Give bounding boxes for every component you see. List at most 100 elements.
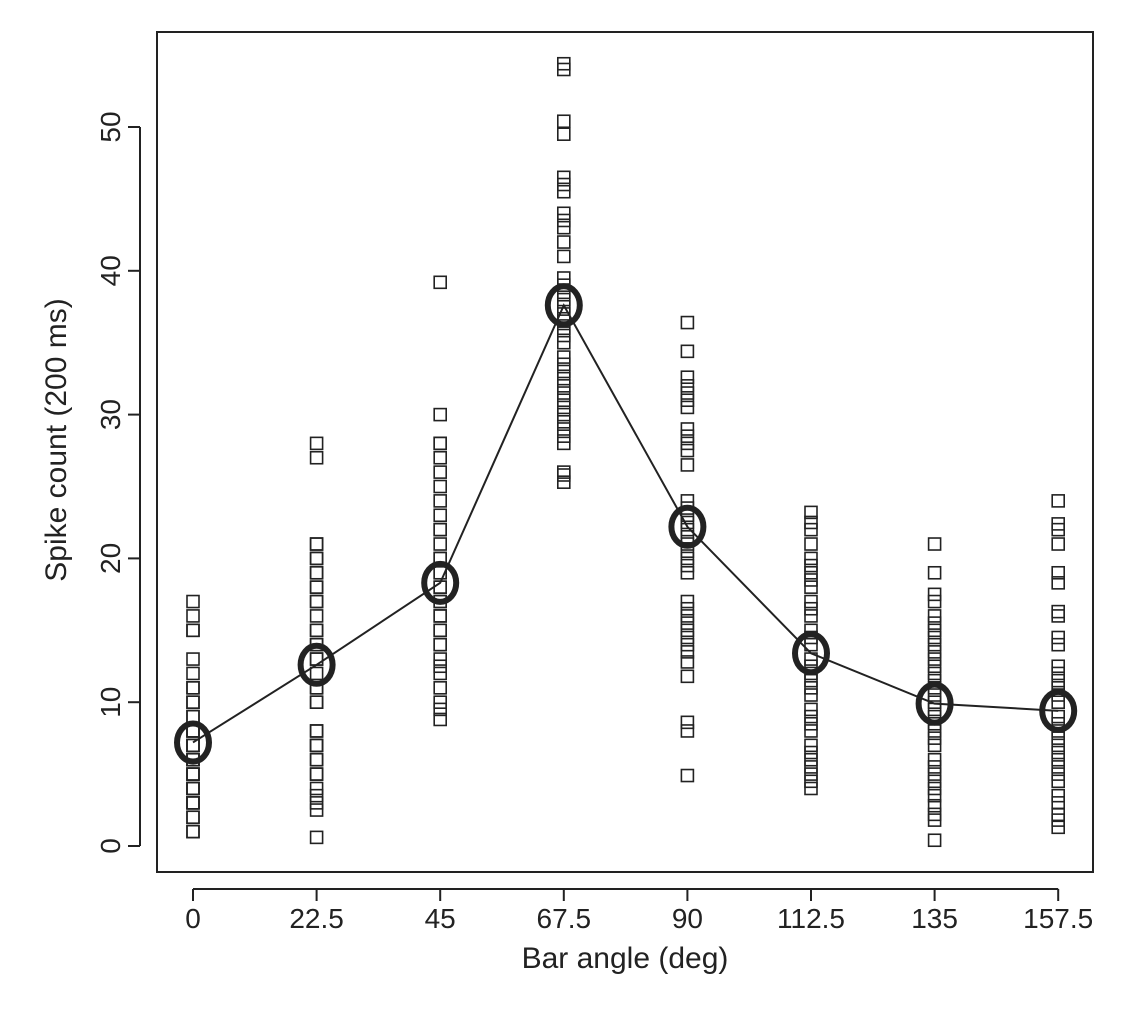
trial-point <box>556 307 571 321</box>
mean-point <box>544 283 583 328</box>
trial-point <box>186 781 200 796</box>
trial-point <box>186 695 200 710</box>
trial-point <box>804 760 818 774</box>
trial-point <box>1051 609 1065 623</box>
trial-point <box>927 666 942 681</box>
trial-point <box>309 537 324 551</box>
trial-point <box>309 803 324 817</box>
trial-point <box>433 407 448 422</box>
x-tick-label: 112.5 <box>777 903 845 934</box>
trial-point <box>186 738 200 753</box>
trial-point <box>556 170 571 185</box>
trial-point <box>927 659 942 674</box>
trial-point <box>186 810 200 825</box>
trial-point <box>1051 752 1065 767</box>
trial-point <box>433 681 448 695</box>
trial-point <box>309 580 324 594</box>
trial-point <box>433 666 448 681</box>
trial-point <box>804 551 818 566</box>
trial-point <box>556 299 571 314</box>
trial-point <box>433 609 448 623</box>
trial-point <box>804 522 818 537</box>
trial-point <box>433 659 448 674</box>
x-tick-label: 22.5 <box>289 903 344 934</box>
trial-point <box>309 666 324 681</box>
trial-point <box>556 114 571 129</box>
trial-point <box>680 422 695 436</box>
mean-series <box>174 283 1078 765</box>
trial-point <box>1051 659 1065 674</box>
trial-point <box>680 616 695 630</box>
trial-point <box>680 669 695 684</box>
trial-point <box>309 767 324 781</box>
trial-point <box>927 807 942 822</box>
trial-point <box>186 767 200 781</box>
trial-point <box>433 637 448 652</box>
trial-point <box>927 609 942 623</box>
trial-point <box>927 637 942 652</box>
trial-point <box>927 537 942 551</box>
trial-point <box>309 724 324 738</box>
y-axis: 0 10 20 30 40 50 <box>95 111 141 854</box>
trial-point <box>680 344 695 359</box>
trial-point <box>1051 494 1065 508</box>
trial-point <box>433 522 448 537</box>
trial-point <box>309 551 324 566</box>
trial-point <box>433 623 448 638</box>
trial-point <box>680 768 695 783</box>
trial-point <box>680 558 695 573</box>
x-axis-label: Bar angle (deg) <box>522 942 729 975</box>
trial-point <box>433 275 448 290</box>
trial-point <box>680 594 695 609</box>
mean-line <box>192 303 1059 744</box>
trial-point <box>556 335 571 350</box>
trial-point <box>927 752 942 767</box>
x-tick-label: 90 <box>672 903 703 934</box>
trial-point <box>433 494 448 508</box>
trial-point <box>804 609 818 623</box>
trial-point <box>927 738 942 753</box>
trial-point <box>680 458 695 472</box>
trial-point <box>556 271 571 285</box>
trial-point <box>1051 709 1065 724</box>
y-tick-label: 40 <box>95 255 126 286</box>
trial-point <box>186 594 200 609</box>
trial-point <box>186 681 200 695</box>
trial-point <box>186 824 200 839</box>
trial-point <box>927 774 942 789</box>
trial-point <box>804 688 818 702</box>
trial-point <box>1051 565 1065 580</box>
plot-frame <box>156 31 1094 873</box>
trial-point <box>804 673 818 688</box>
trial-point <box>680 530 695 544</box>
trial-point <box>309 623 324 638</box>
trial-point <box>680 522 695 537</box>
trial-point <box>309 695 324 710</box>
mean-point <box>915 681 954 726</box>
trial-point <box>309 767 324 781</box>
trial-point <box>680 601 695 616</box>
trial-point <box>804 573 818 587</box>
trial-point <box>309 652 324 666</box>
trial-point <box>556 422 571 436</box>
trial-point <box>556 468 571 482</box>
trial-point <box>804 505 818 520</box>
trial-point <box>309 738 324 753</box>
trial-point <box>927 594 942 609</box>
trial-point <box>1051 576 1065 590</box>
trial-point <box>804 537 818 551</box>
trial-point <box>804 767 818 781</box>
trial-point <box>804 752 818 767</box>
trial-point <box>927 587 942 602</box>
trial-point <box>1051 774 1065 789</box>
trial-point <box>804 702 818 717</box>
trial-point <box>680 623 695 638</box>
trial-point <box>556 220 571 235</box>
y-tick-label: 20 <box>95 543 126 574</box>
trial-point <box>1051 673 1065 688</box>
trial-point <box>556 206 571 221</box>
trial-point <box>927 645 942 659</box>
trial-point <box>680 315 695 330</box>
trial-point <box>556 357 571 372</box>
trial-point <box>804 601 818 616</box>
